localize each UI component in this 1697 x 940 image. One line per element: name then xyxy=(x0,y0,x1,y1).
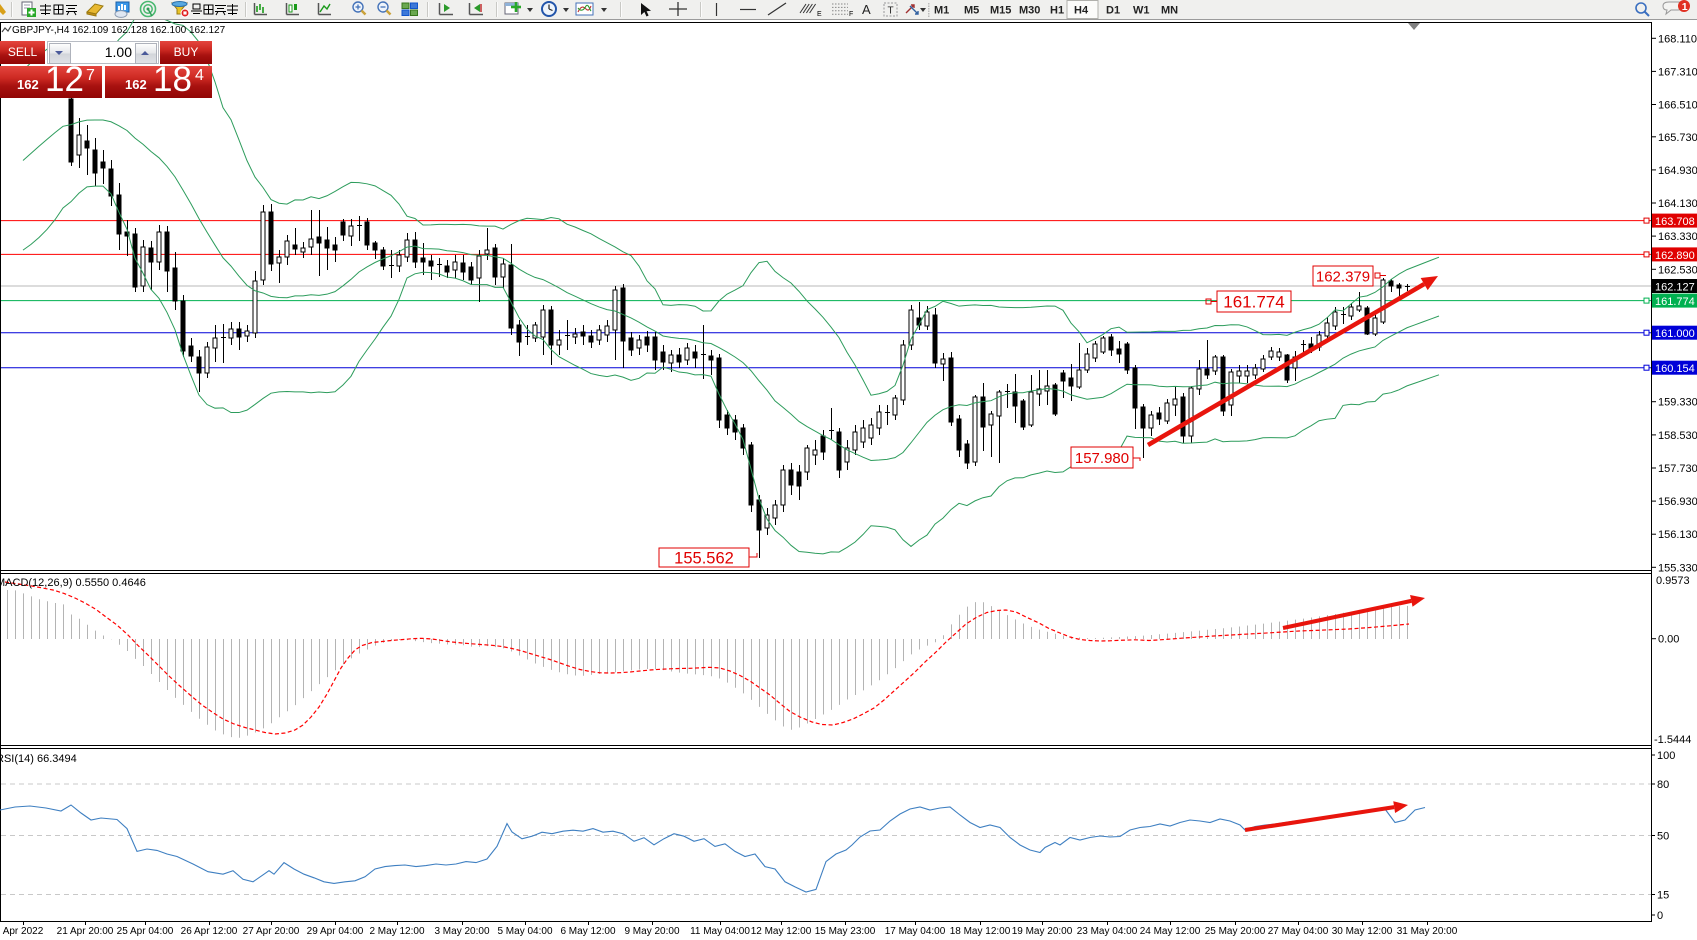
svg-text:GBPJPY-,H4 162.109 162.128 16: GBPJPY-,H4 162.109 162.128 162.100 162.1… xyxy=(12,25,226,36)
svg-text:80: 80 xyxy=(1657,779,1669,791)
svg-text:12 May 12:00: 12 May 12:00 xyxy=(751,926,812,937)
svg-text:30 May 12:00: 30 May 12:00 xyxy=(1332,926,1393,937)
svg-text:164.130: 164.130 xyxy=(1658,198,1697,210)
svg-text:1: 1 xyxy=(1682,1,1688,13)
svg-text:155.330: 155.330 xyxy=(1658,562,1697,574)
svg-text:161.000: 161.000 xyxy=(1655,328,1695,340)
svg-text:T: T xyxy=(888,6,894,17)
svg-text:M1: M1 xyxy=(934,5,949,17)
svg-text:19 May 20:00: 19 May 20:00 xyxy=(1012,926,1073,937)
svg-text:23 May 04:00: 23 May 04:00 xyxy=(1077,926,1138,937)
svg-text:F: F xyxy=(849,11,853,18)
svg-text:31 May 20:00: 31 May 20:00 xyxy=(1397,926,1458,937)
svg-text:162.890: 162.890 xyxy=(1655,250,1695,262)
svg-text:W1: W1 xyxy=(1133,5,1150,17)
svg-text:M15: M15 xyxy=(990,5,1011,17)
svg-text:162.530: 162.530 xyxy=(1658,264,1697,276)
svg-text:Apr 2022: Apr 2022 xyxy=(3,926,44,937)
svg-text:29 Apr 04:00: 29 Apr 04:00 xyxy=(307,926,364,937)
svg-text:17 May 04:00: 17 May 04:00 xyxy=(885,926,946,937)
svg-text:6 May 12:00: 6 May 12:00 xyxy=(560,926,615,937)
svg-text:165.730: 165.730 xyxy=(1658,132,1697,144)
svg-text:24 May 12:00: 24 May 12:00 xyxy=(1140,926,1201,937)
svg-text:11 May 04:00: 11 May 04:00 xyxy=(690,926,750,937)
svg-text:27 Apr 20:00: 27 Apr 20:00 xyxy=(243,926,300,937)
svg-text:159.330: 159.330 xyxy=(1658,397,1697,409)
svg-text:D1: D1 xyxy=(1106,5,1120,17)
svg-text:26 Apr 12:00: 26 Apr 12:00 xyxy=(181,926,238,937)
svg-text:0.9573: 0.9573 xyxy=(1656,575,1690,587)
svg-text:3 May 20:00: 3 May 20:00 xyxy=(434,926,489,937)
svg-text:18 May 12:00: 18 May 12:00 xyxy=(950,926,1011,937)
svg-text:15: 15 xyxy=(1657,890,1669,902)
svg-text:162.127: 162.127 xyxy=(1655,282,1695,294)
svg-text:157.980: 157.980 xyxy=(1075,450,1129,467)
svg-text:27 May 04:00: 27 May 04:00 xyxy=(1268,926,1329,937)
svg-text:163.330: 163.330 xyxy=(1658,231,1697,243)
svg-text:156.130: 156.130 xyxy=(1658,529,1697,541)
svg-text:MACD(12,26,9) 0.5550 0.4646: MACD(12,26,9) 0.5550 0.4646 xyxy=(0,577,146,589)
svg-text:MN: MN xyxy=(1161,5,1178,17)
svg-text:161.774: 161.774 xyxy=(1223,293,1284,312)
svg-text:5 May 04:00: 5 May 04:00 xyxy=(497,926,552,937)
svg-text:E: E xyxy=(817,11,822,18)
svg-text:H4: H4 xyxy=(1074,5,1089,17)
svg-text:161.774: 161.774 xyxy=(1655,296,1695,308)
svg-text:168.110: 168.110 xyxy=(1658,33,1697,45)
svg-text:M30: M30 xyxy=(1019,5,1040,17)
svg-text:H1: H1 xyxy=(1050,5,1064,17)
svg-text:166.510: 166.510 xyxy=(1658,100,1697,112)
svg-text:156.930: 156.930 xyxy=(1658,496,1697,508)
svg-text:164.930: 164.930 xyxy=(1658,165,1697,177)
svg-text:RSI(14) 66.3494: RSI(14) 66.3494 xyxy=(0,753,77,765)
svg-text:100: 100 xyxy=(1657,750,1675,762)
svg-text:163.708: 163.708 xyxy=(1655,216,1695,228)
svg-text:157.730: 157.730 xyxy=(1658,463,1697,475)
svg-text:9 May 20:00: 9 May 20:00 xyxy=(624,926,679,937)
svg-text:50: 50 xyxy=(1657,831,1669,843)
svg-text:25 May 20:00: 25 May 20:00 xyxy=(1205,926,1266,937)
svg-text:-1.5444: -1.5444 xyxy=(1654,734,1691,746)
svg-text:0: 0 xyxy=(1657,910,1663,922)
svg-text:158.530: 158.530 xyxy=(1658,430,1697,442)
svg-text:167.310: 167.310 xyxy=(1658,66,1697,78)
svg-text:0.00: 0.00 xyxy=(1658,634,1679,646)
svg-text:162.379: 162.379 xyxy=(1316,268,1370,285)
svg-text:A: A xyxy=(862,2,871,17)
svg-text:2 May 12:00: 2 May 12:00 xyxy=(369,926,424,937)
svg-text:25 Apr 04:00: 25 Apr 04:00 xyxy=(117,926,174,937)
svg-text:15 May 23:00: 15 May 23:00 xyxy=(815,926,876,937)
svg-text:M5: M5 xyxy=(964,5,979,17)
svg-text:155.562: 155.562 xyxy=(674,549,734,567)
svg-text:160.154: 160.154 xyxy=(1655,363,1695,375)
svg-text:21 Apr 20:00: 21 Apr 20:00 xyxy=(57,926,114,937)
